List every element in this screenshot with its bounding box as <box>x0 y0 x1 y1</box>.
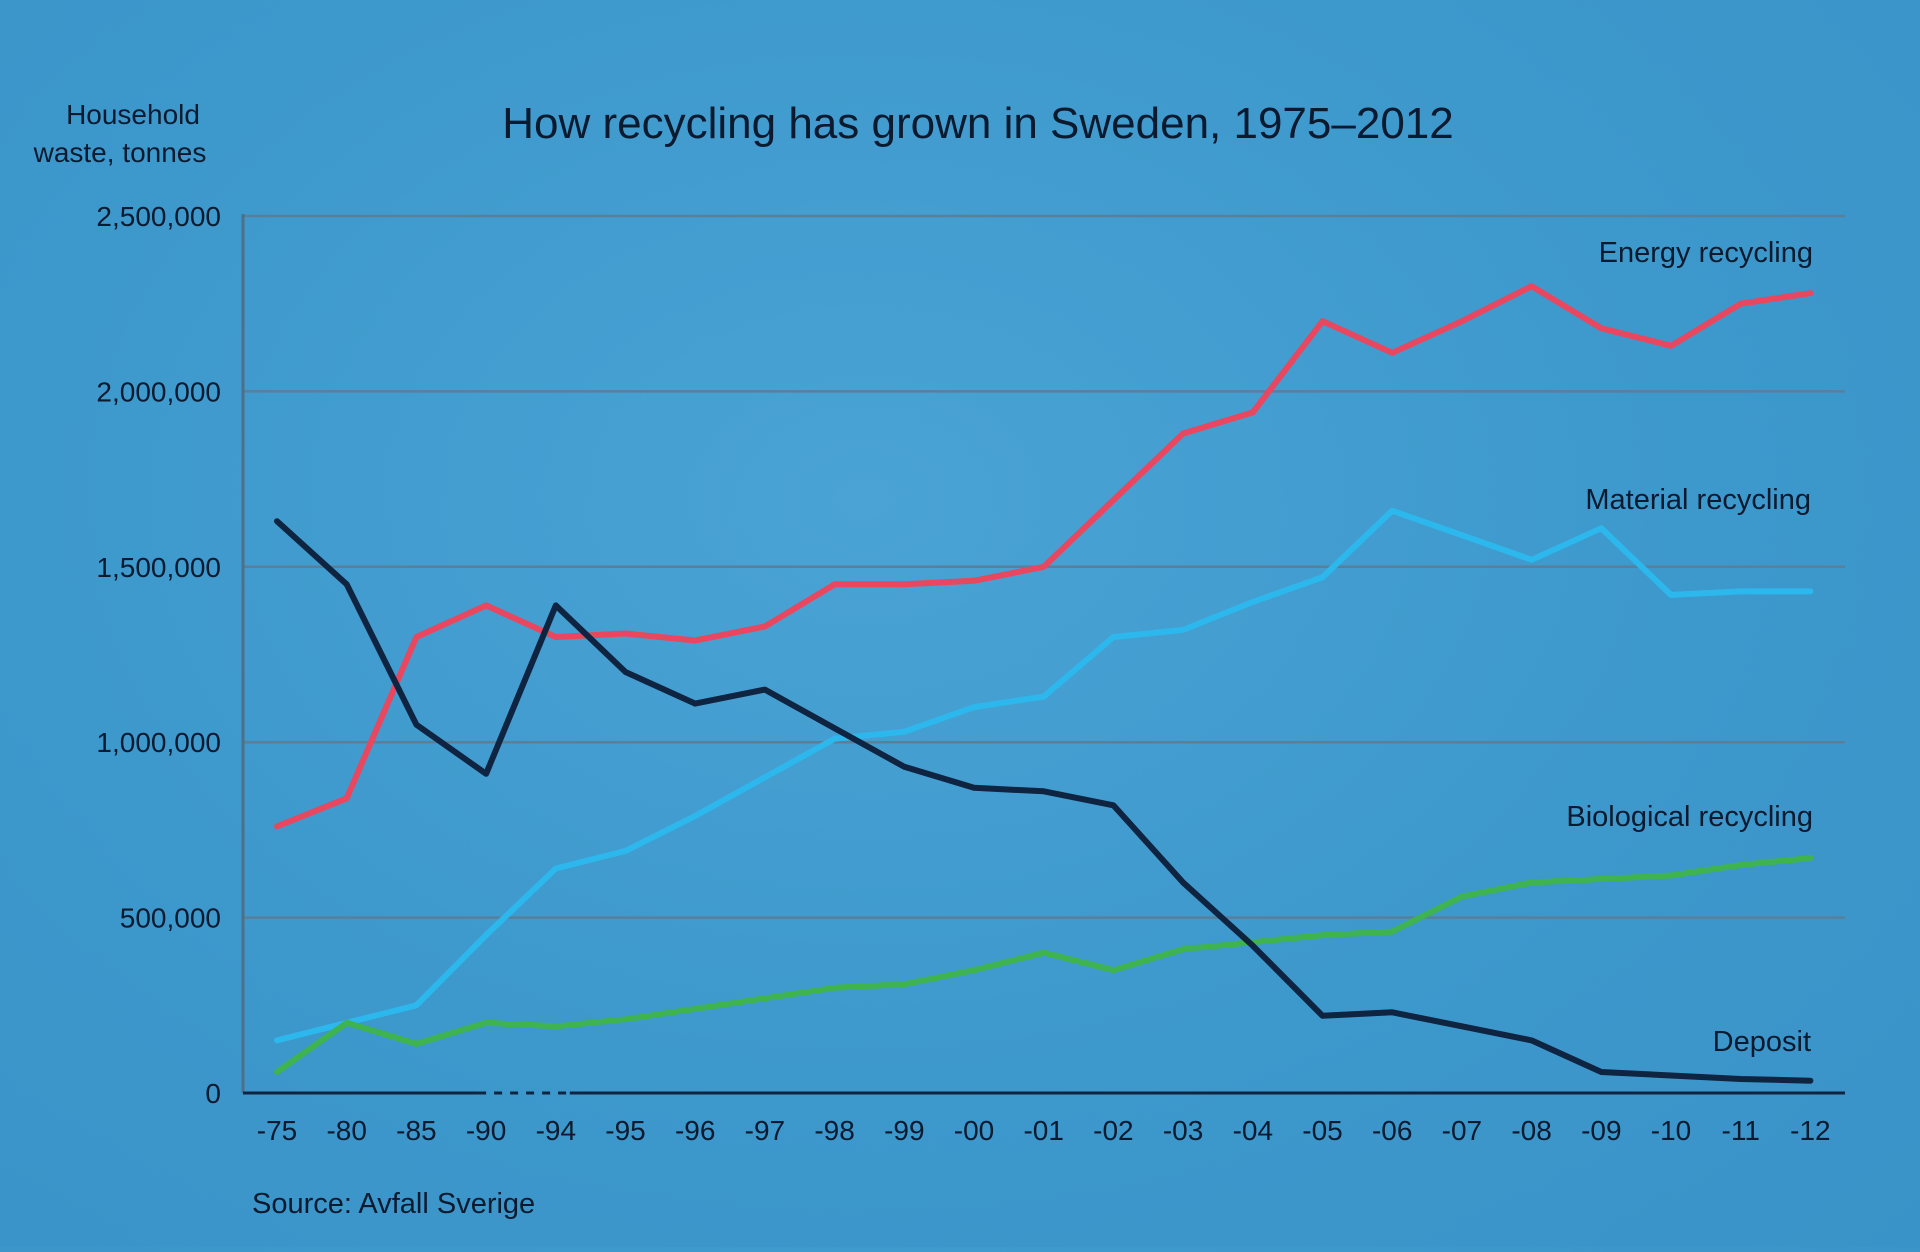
x-tick-label: -99 <box>884 1115 924 1146</box>
series-line-material-recycling <box>277 511 1810 1041</box>
x-tick-label: -12 <box>1790 1115 1830 1146</box>
x-tick-label: -09 <box>1581 1115 1621 1146</box>
chart-title: How recycling has grown in Sweden, 1975–… <box>502 99 1453 148</box>
x-tick-label: -04 <box>1233 1115 1273 1146</box>
x-tick-label: -80 <box>326 1115 366 1146</box>
x-tick-label: -01 <box>1023 1115 1063 1146</box>
x-tick-label: -08 <box>1511 1115 1551 1146</box>
y-tick-label: 2,500,000 <box>96 201 221 232</box>
x-tick-label: -05 <box>1302 1115 1342 1146</box>
x-tick-label: -96 <box>675 1115 715 1146</box>
y-tick-label: 2,000,000 <box>96 376 221 407</box>
y-tick-label: 1,500,000 <box>96 552 221 583</box>
series-line-biological-recycling <box>277 858 1810 1072</box>
x-tick-label: -00 <box>954 1115 994 1146</box>
y-tick-label: 0 <box>205 1078 221 1109</box>
x-tick-label: -94 <box>536 1115 576 1146</box>
y-tick-label: 1,000,000 <box>96 727 221 758</box>
series-label: Biological recycling <box>1566 801 1813 833</box>
y-axis-label-line-1: Household <box>66 99 200 130</box>
series-label: Deposit <box>1713 1026 1811 1058</box>
series-label: Energy recycling <box>1599 237 1813 269</box>
series-label: Material recycling <box>1585 484 1811 516</box>
x-tick-label: -95 <box>605 1115 645 1146</box>
x-tick-label: -06 <box>1372 1115 1412 1146</box>
x-tick-label: -03 <box>1163 1115 1203 1146</box>
y-axis-label-line-2: waste, tonnes <box>33 137 207 168</box>
x-tick-label: -75 <box>257 1115 297 1146</box>
axis-layer: 0 500,000 1,000,000 1,500,000 2,000,000 2,500… <box>96 201 1845 1146</box>
x-tick-label: -98 <box>814 1115 854 1146</box>
x-tick-label: -97 <box>745 1115 785 1146</box>
x-tick-label: -02 <box>1093 1115 1133 1146</box>
x-tick-label: -90 <box>466 1115 506 1146</box>
series-layer <box>277 286 1811 1081</box>
y-tick-label: 500,000 <box>120 903 221 934</box>
x-tick-label: -85 <box>396 1115 436 1146</box>
x-tick-label: -07 <box>1442 1115 1482 1146</box>
x-tick-label: -11 <box>1722 1115 1760 1146</box>
x-tick-label: -10 <box>1651 1115 1691 1146</box>
series-line-energy-recycling <box>277 286 1810 826</box>
source-note: Source: Avfall Sverige <box>252 1188 535 1220</box>
series-label-layer: Energy recycling Material recycling Biolog… <box>1566 237 1813 1058</box>
